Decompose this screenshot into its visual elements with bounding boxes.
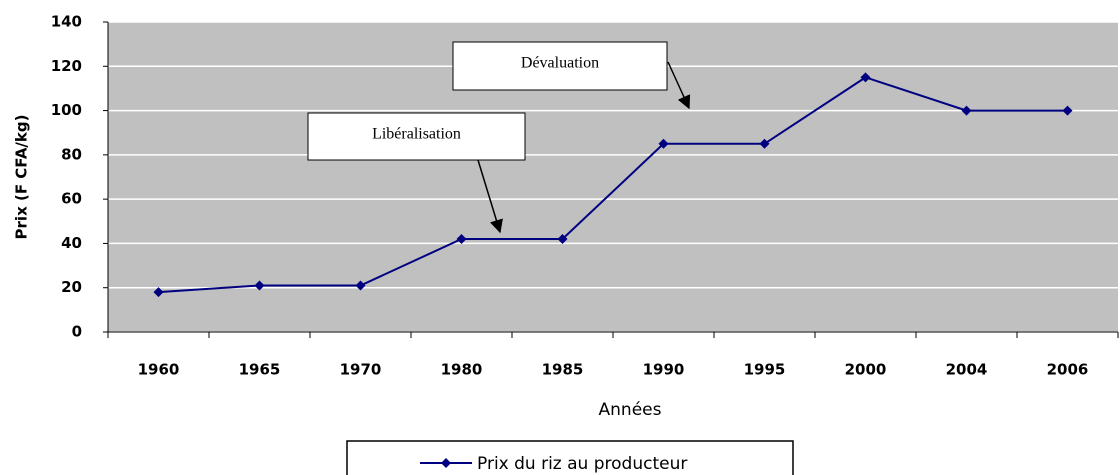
marker <box>759 138 770 149</box>
x-tick-label: 2000 <box>845 361 887 379</box>
marker <box>153 287 164 298</box>
marker <box>961 105 972 116</box>
x-tick-label: 2006 <box>1047 361 1089 379</box>
annotation-arrow <box>667 61 691 110</box>
marker <box>254 280 265 291</box>
legend-label: Prix du riz au producteur <box>477 454 687 474</box>
x-tick-label: 2004 <box>946 361 988 379</box>
x-tick-label: 1965 <box>239 361 281 379</box>
x-tick-label: 1980 <box>441 361 483 379</box>
marker <box>456 234 467 244</box>
marker <box>658 138 669 149</box>
x-tick-label: 1960 <box>138 361 180 379</box>
y-tick-label: 100 <box>51 101 82 119</box>
y-axis-label: Prix (F CFA/kg) <box>13 115 31 240</box>
annotation-arrow <box>477 159 503 234</box>
marker <box>355 280 366 291</box>
x-tick-label: 1990 <box>643 361 685 379</box>
marker <box>860 72 871 83</box>
x-tick-label: 1995 <box>744 361 786 379</box>
x-axis-label: Années <box>599 400 662 420</box>
y-tick-label: 80 <box>61 145 82 163</box>
x-tick-label: 1970 <box>340 361 382 379</box>
annotation-box <box>452 41 668 91</box>
line <box>158 76 1068 294</box>
y-tick-label: 20 <box>61 278 82 296</box>
annotation-text: Libéralisation <box>372 126 461 143</box>
y-tick-label: 60 <box>61 190 82 208</box>
marker <box>557 234 568 244</box>
y-tick-label: 40 <box>61 234 82 252</box>
y-tick-label: 120 <box>51 57 82 75</box>
marker <box>1062 105 1073 116</box>
x-tick-label: 1985 <box>542 361 584 379</box>
annotation-text: Dévaluation <box>521 55 599 72</box>
legend-box <box>346 440 794 475</box>
y-tick-label: 0 <box>72 323 82 341</box>
annotation-box <box>307 112 526 161</box>
y-tick-label: 140 <box>51 13 82 31</box>
legend-marker <box>441 458 451 468</box>
